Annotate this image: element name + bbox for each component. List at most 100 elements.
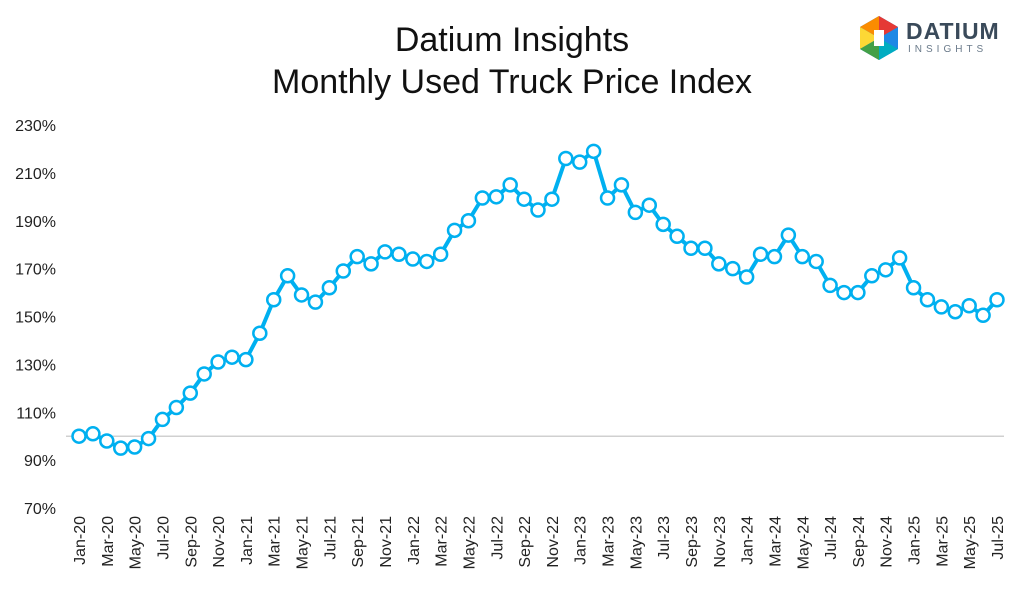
- data-point-Jan-20: [71, 428, 87, 444]
- data-point-Feb-22: [418, 253, 435, 270]
- data-point-Jun-20: [140, 430, 157, 447]
- x-tick-label: Sep-21: [350, 516, 367, 568]
- x-tick-label: Sep-20: [183, 516, 200, 568]
- y-tick-label: 230%: [15, 118, 56, 135]
- data-point-Aug-24: [836, 284, 852, 301]
- x-tick-label: Jul-20: [155, 516, 172, 560]
- data-point-Sep-21: [349, 248, 365, 265]
- data-point-Mar-21: [265, 291, 282, 308]
- data-point-Mar-22: [432, 246, 449, 263]
- data-point-Mar-24: [766, 248, 783, 265]
- logo-hexagon-icon: [860, 16, 898, 60]
- x-tick-label: May-21: [295, 516, 312, 569]
- y-tick-label: 70%: [24, 501, 56, 518]
- data-point-Jan-25: [905, 280, 922, 296]
- data-point-Nov-24: [877, 262, 894, 278]
- x-tick-label: Jan-24: [740, 516, 757, 565]
- datium-logo: DATIUM INSIGHTS: [856, 14, 1006, 62]
- data-point-Jun-21: [307, 294, 324, 310]
- logo-name: DATIUM: [906, 18, 1000, 44]
- data-point-Feb-23: [585, 143, 602, 160]
- x-tick-label: Nov-22: [545, 516, 562, 568]
- x-tick-label: Jan-25: [907, 516, 924, 565]
- y-tick-label: 210%: [15, 166, 56, 183]
- x-tick-label: Mar-22: [434, 516, 451, 567]
- data-point-Jun-22: [474, 190, 491, 206]
- data-point-Apr-24: [780, 227, 797, 243]
- logo-sub: INSIGHTS: [908, 44, 988, 55]
- data-point-May-23: [627, 204, 644, 221]
- x-tick-label: Jan-22: [406, 516, 423, 565]
- x-tick-label: Jul-22: [489, 516, 506, 560]
- x-tick-label: Jul-23: [656, 516, 673, 560]
- data-point-May-21: [293, 287, 310, 303]
- data-point-Jan-22: [405, 251, 421, 267]
- y-tick-label: 130%: [15, 357, 56, 374]
- x-tick-label: Jan-21: [239, 516, 256, 565]
- x-tick-label: Nov-20: [211, 516, 228, 568]
- data-point-Aug-21: [335, 263, 352, 279]
- x-tick-label: Jul-24: [823, 516, 840, 560]
- x-tick-label: Nov-24: [879, 516, 896, 568]
- x-tick-label: Jul-21: [322, 516, 339, 560]
- data-point-Nov-23: [711, 256, 727, 272]
- chart-title-line1: Datium Insights: [394, 21, 630, 59]
- data-point-Jul-21: [321, 280, 338, 296]
- data-point-Jan-24: [738, 269, 755, 285]
- x-tick-label: May-20: [128, 516, 145, 569]
- data-point-Apr-20: [112, 440, 129, 456]
- data-point-Jan-21: [238, 351, 254, 368]
- x-tick-label: Mar-20: [100, 516, 117, 567]
- data-point-Aug-23: [669, 228, 685, 245]
- data-point-Sep-24: [850, 284, 866, 301]
- data-point-May-20: [126, 439, 143, 455]
- x-tick-label: Jul-25: [990, 516, 1007, 560]
- data-point-Jun-24: [808, 253, 824, 270]
- data-point-Nov-20: [210, 354, 226, 370]
- x-tick-label: Mar-24: [767, 516, 784, 567]
- data-point-Dec-21: [391, 246, 407, 263]
- data-point-Feb-24: [752, 246, 769, 263]
- data-point-Dec-24: [891, 250, 908, 266]
- data-point-Jul-25: [989, 291, 1005, 308]
- x-tick-label: Sep-24: [851, 516, 868, 568]
- data-point-Jul-23: [655, 216, 671, 233]
- data-point-Sep-20: [182, 385, 199, 401]
- x-tick-label: May-22: [461, 516, 478, 569]
- data-point-Sep-23: [683, 240, 699, 257]
- data-point-May-24: [794, 248, 811, 265]
- data-point-Apr-25: [947, 303, 964, 320]
- data-point-Jan-23: [571, 154, 588, 170]
- data-point-May-22: [460, 213, 477, 229]
- data-point-Dec-22: [558, 150, 574, 167]
- y-tick-label: 110%: [16, 405, 56, 422]
- data-point-Oct-23: [697, 240, 713, 257]
- data-point-Jun-23: [641, 197, 658, 213]
- y-tick-label: 190%: [15, 214, 56, 231]
- y-tick-label: 90%: [24, 453, 56, 470]
- x-tick-label: Jan-20: [72, 516, 89, 565]
- data-point-Mar-25: [933, 299, 950, 315]
- data-point-Dec-23: [724, 260, 741, 277]
- data-point-Jul-24: [822, 277, 838, 294]
- data-point-Jul-20: [154, 411, 171, 428]
- data-point-Mar-23: [599, 190, 616, 206]
- data-point-Jul-22: [488, 189, 505, 205]
- data-point-Feb-20: [85, 426, 101, 442]
- y-tick-label: 150%: [15, 310, 56, 327]
- data-point-Sep-22: [516, 191, 532, 207]
- data-point-Oct-22: [530, 202, 546, 218]
- x-tick-label: May-25: [962, 516, 979, 569]
- data-point-Aug-22: [502, 177, 518, 193]
- data-point-Oct-21: [363, 256, 379, 272]
- data-point-Apr-23: [613, 177, 630, 193]
- y-tick-label: 170%: [15, 262, 56, 279]
- x-tick-label: Mar-23: [601, 516, 618, 567]
- data-point-Feb-25: [919, 291, 936, 308]
- data-point-Apr-21: [279, 268, 296, 284]
- data-point-Mar-20: [99, 433, 115, 449]
- data-point-Aug-20: [168, 399, 185, 416]
- data-point-Dec-20: [224, 349, 240, 365]
- x-tick-label: May-24: [795, 516, 812, 569]
